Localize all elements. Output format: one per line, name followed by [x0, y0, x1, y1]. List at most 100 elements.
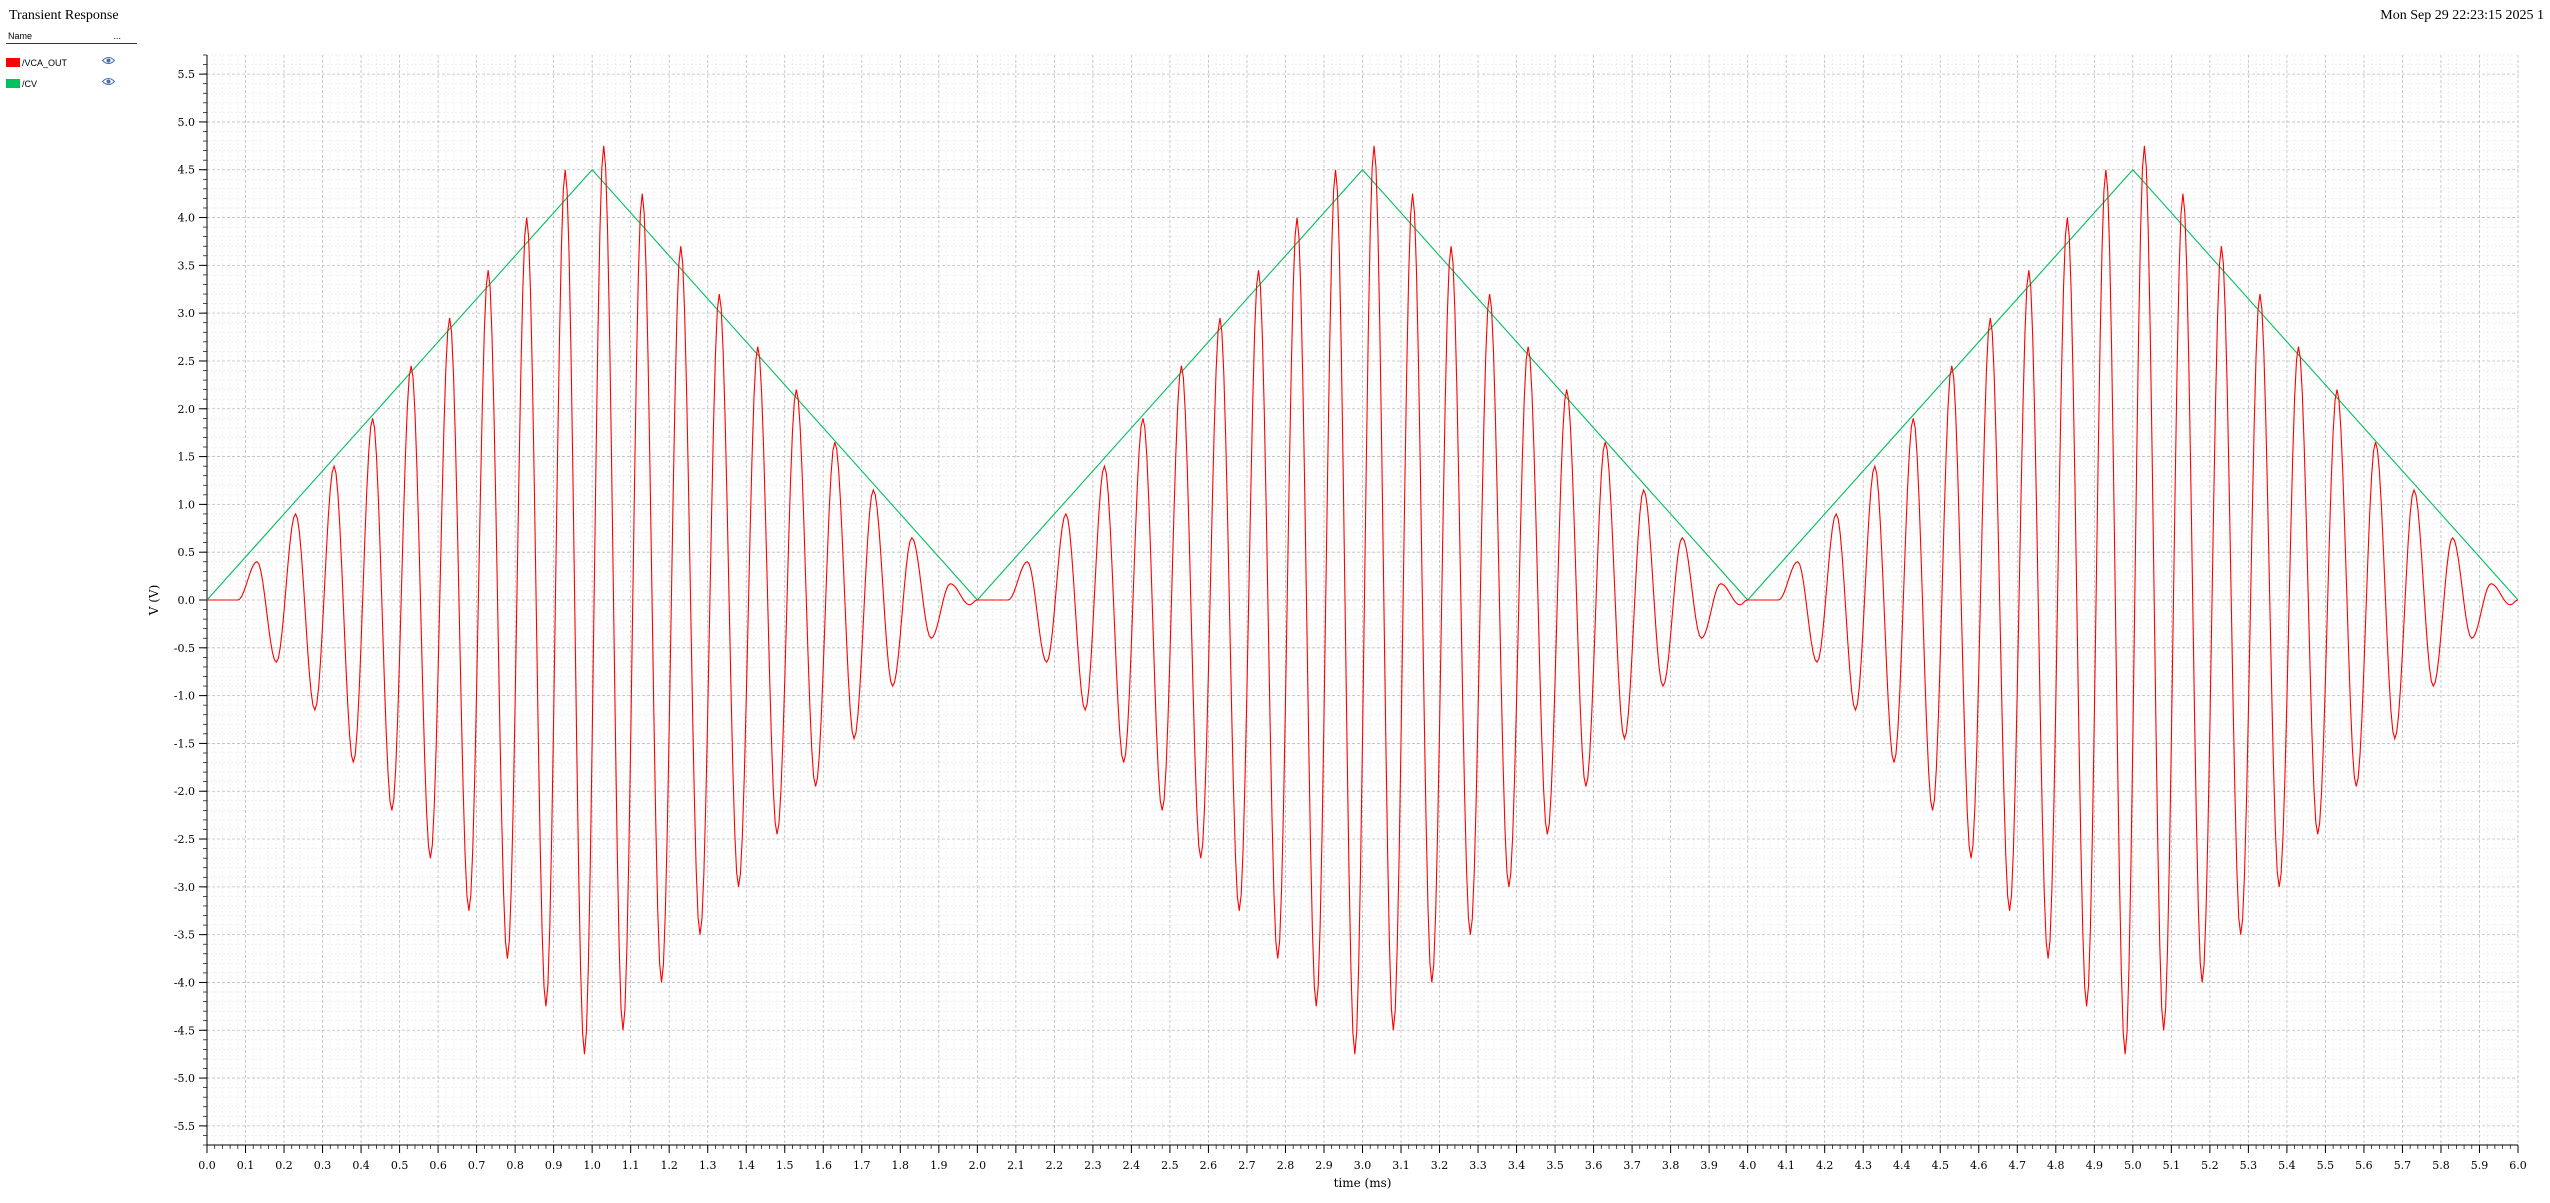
x-tick-label: 3.1	[1392, 1159, 1410, 1172]
eye-icon[interactable]	[102, 56, 115, 65]
y-tick-label: 3.5	[178, 259, 196, 272]
x-tick-label: 1.6	[815, 1159, 833, 1172]
x-tick-label: 3.4	[1508, 1159, 1526, 1172]
x-tick-label: 0.6	[429, 1159, 447, 1172]
x-tick-label: 5.0	[2124, 1159, 2142, 1172]
x-tick-label: 3.5	[1546, 1159, 1564, 1172]
legend-item-cv[interactable]: /CV	[6, 73, 137, 94]
x-tick-label: 2.8	[1277, 1159, 1295, 1172]
y-tick-label: 1.0	[178, 498, 196, 511]
x-tick-label: 0.0	[198, 1159, 216, 1172]
legend-name-header: Name	[8, 31, 33, 41]
y-axis-label: V (V)	[147, 585, 161, 617]
x-tick-label: 0.9	[545, 1159, 563, 1172]
x-tick-label: 3.3	[1469, 1159, 1487, 1172]
x-tick-label: 0.2	[275, 1159, 293, 1172]
series-cv	[206, 168, 2519, 601]
x-tick-label: 1.5	[776, 1159, 794, 1172]
x-tick-label: 3.2	[1431, 1159, 1449, 1172]
x-tick-label: 0.7	[468, 1159, 486, 1172]
x-tick-label: 6.0	[2509, 1159, 2527, 1172]
x-tick-label: 1.9	[930, 1159, 948, 1172]
x-tick-label: 4.9	[2086, 1159, 2104, 1172]
x-tick-label: 5.4	[2278, 1159, 2296, 1172]
x-tick-label: 5.3	[2240, 1159, 2258, 1172]
x-tick-label: 1.8	[892, 1159, 910, 1172]
y-tick-label: -5.0	[174, 1072, 195, 1085]
y-tick-label: 5.5	[178, 68, 196, 81]
x-tick-label: 3.7	[1623, 1159, 1641, 1172]
y-tick-label: -4.0	[174, 976, 195, 989]
x-tick-label: 4.6	[1970, 1159, 1988, 1172]
x-tick-label: 5.2	[2201, 1159, 2219, 1172]
legend-item-vca-out[interactable]: /VCA_OUT	[6, 52, 137, 73]
legend-label-vca-out: /VCA_OUT	[22, 57, 68, 68]
x-tick-label: 1.0	[583, 1159, 601, 1172]
x-axis-label: time (ms)	[1334, 1176, 1392, 1190]
y-tick-label: -2.5	[174, 833, 195, 846]
y-tick-label: -4.5	[174, 1024, 195, 1037]
timestamp-text: Mon Sep 29 22:23:15 2025	[2380, 8, 2534, 23]
x-tick-label: 4.0	[1739, 1159, 1757, 1172]
x-tick-label: 1.3	[699, 1159, 717, 1172]
x-tick-label: 0.5	[391, 1159, 409, 1172]
legend-panel: Name ... /VCA_OUT /CV	[6, 31, 137, 94]
x-tick-label: 3.0	[1354, 1159, 1372, 1172]
y-tick-label: 0.0	[178, 594, 196, 607]
x-tick-label: 2.9	[1315, 1159, 1333, 1172]
x-tick-label: 1.4	[737, 1159, 755, 1172]
y-tick-label: -3.5	[174, 929, 195, 942]
x-tick-label: 0.3	[314, 1159, 332, 1172]
y-tick-label: 1.5	[178, 451, 196, 464]
x-tick-label: 4.4	[1893, 1159, 1911, 1172]
x-tick-label: 5.9	[2471, 1159, 2489, 1172]
x-tick-label: 4.3	[1854, 1159, 1872, 1172]
x-tick-label: 2.1	[1007, 1159, 1025, 1172]
x-tick-label: 2.6	[1200, 1159, 1218, 1172]
x-tick-label: 5.5	[2317, 1159, 2335, 1172]
page-title: Transient Response	[9, 8, 119, 23]
y-tick-label: -1.0	[174, 690, 195, 703]
x-tick-label: 4.1	[1777, 1159, 1795, 1172]
x-tick-label: 2.3	[1084, 1159, 1102, 1172]
x-tick-label: 2.2	[1046, 1159, 1064, 1172]
y-tick-label: 2.5	[178, 355, 196, 368]
axes: 0.0 0.1 0.2 0.3 0.4 0.5 0.6 0.7 0.8 0.9 1.0 1.1 1.2 1…	[174, 54, 2527, 1172]
legend-swatch-cv	[6, 79, 20, 88]
x-tick-label: 0.1	[237, 1159, 255, 1172]
y-tick-label: -2.0	[174, 785, 195, 798]
series-vca-out	[207, 145, 2519, 1055]
x-tick-label: 2.5	[1161, 1159, 1179, 1172]
y-tick-label: -5.5	[174, 1120, 195, 1133]
eye-icon[interactable]	[102, 77, 115, 86]
grid	[206, 54, 2519, 1146]
x-tick-label: 1.2	[660, 1159, 678, 1172]
x-tick-label: 5.6	[2355, 1159, 2373, 1172]
x-tick-label: 4.7	[2009, 1159, 2027, 1172]
x-tick-label: 1.1	[622, 1159, 640, 1172]
x-tick-label: 3.9	[1700, 1159, 1718, 1172]
x-tick-label: 5.1	[2163, 1159, 2181, 1172]
y-tick-label: 2.0	[178, 403, 196, 416]
x-tick-label: 3.6	[1585, 1159, 1603, 1172]
legend-label-cv: /CV	[22, 78, 38, 89]
legend-header: Name ...	[6, 31, 137, 44]
y-tick-label: 4.0	[178, 212, 196, 225]
x-tick-label: 0.4	[352, 1159, 370, 1172]
page-number: 1	[2537, 8, 2544, 23]
x-tick-label: 4.8	[2047, 1159, 2065, 1172]
legend-menu-header[interactable]: ...	[113, 31, 121, 41]
y-tick-label: 3.0	[178, 307, 196, 320]
x-tick-label: 5.7	[2394, 1159, 2412, 1172]
series-layer	[206, 145, 2519, 1055]
legend-swatch-vca-out	[6, 58, 20, 67]
x-tick-label: 1.7	[853, 1159, 871, 1172]
x-tick-label: 2.7	[1238, 1159, 1256, 1172]
y-tick-label: -3.0	[174, 881, 195, 894]
y-tick-label: 4.5	[178, 164, 196, 177]
x-tick-label: 4.5	[1932, 1159, 1950, 1172]
y-tick-label: 0.5	[178, 546, 196, 559]
x-tick-label: 2.0	[969, 1159, 987, 1172]
x-tick-label: 3.8	[1662, 1159, 1680, 1172]
